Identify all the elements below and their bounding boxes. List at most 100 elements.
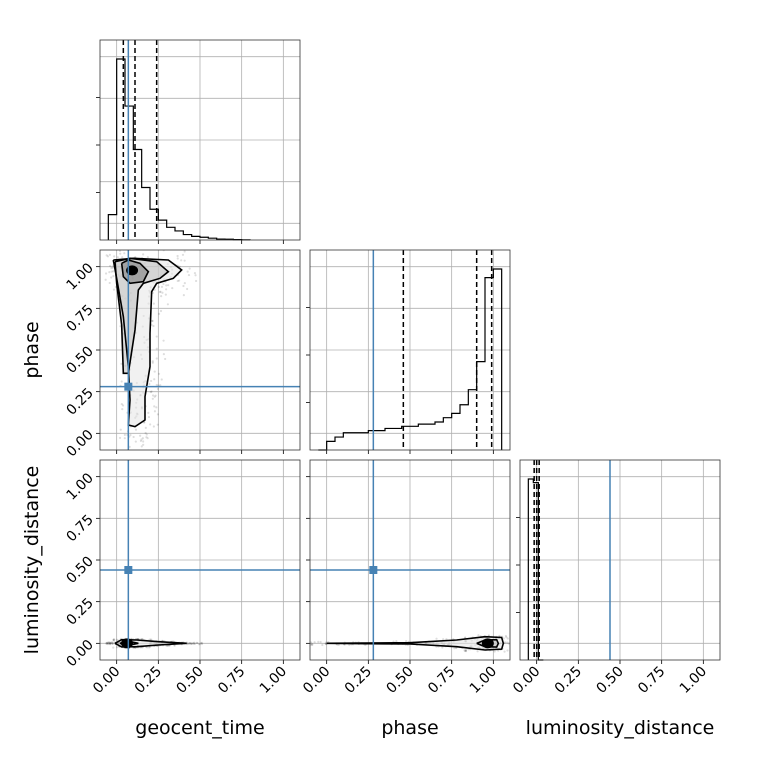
panel-luminosity-distance-vs-phase-sample-point	[498, 634, 501, 637]
panel-phase-vs-geocent-time-sample-point	[153, 395, 156, 398]
panel-phase-vs-geocent-time-sample-point	[134, 428, 138, 431]
panel-luminosity-distance-vs-phase-sample-point	[515, 638, 517, 640]
panel-phase-vs-geocent-time-sample-point	[154, 394, 157, 397]
panel-luminosity-distance-vs-phase-sample-point	[506, 649, 509, 652]
panel-luminosity-distance-vs-phase-sample-point	[464, 650, 468, 653]
panel-luminosity-distance-vs-geocent-time-sample-point	[146, 646, 149, 649]
panel-phase-vs-geocent-time-sample-point	[153, 405, 156, 408]
panel-luminosity-distance-vs-geocent-time-sample-point	[200, 642, 204, 646]
panel-luminosity-distance-vs-geocent-time-sample-point	[108, 641, 111, 644]
panel-phase-vs-geocent-time-sample-point	[145, 436, 148, 439]
panel-phase-vs-geocent-time-sample-point	[142, 440, 145, 443]
panel-phase-vs-geocent-time-sample-point	[108, 281, 111, 285]
panel-phase-vs-geocent-time-sample-point	[152, 302, 155, 305]
panel-phase-vs-geocent-time-sample-point	[165, 284, 168, 287]
panel-luminosity-distance-vs-phase-sample-point	[310, 643, 312, 646]
panel-luminosity-distance-vs-geocent-time-ytick-label-1: 0.25	[63, 595, 96, 628]
panel-phase-vs-geocent-time-sample-point	[160, 285, 164, 288]
panel-luminosity-distance-vs-phase-sample-point	[453, 647, 456, 650]
panel-phase-vs-geocent-time-sample-point	[153, 378, 156, 381]
panel-luminosity-distance-vs-phase-sample-point	[311, 643, 314, 646]
panel-luminosity-distance-vs-geocent-time-sample-point	[107, 641, 110, 644]
panel-phase-vs-geocent-time-sample-point	[152, 425, 155, 428]
panel-phase-vs-geocent-time-sample-point	[112, 275, 115, 278]
panel-phase-vs-geocent-time-sample-point	[167, 284, 170, 287]
panel-phase-vs-geocent-time-sample-point	[111, 266, 115, 269]
panel-phase-vs-geocent-time-sample-point	[118, 250, 122, 252]
panel-luminosity-distance-vs-phase-sample-point	[324, 642, 327, 645]
panel-phase-vs-geocent-time-sample-point	[161, 291, 164, 294]
panel-luminosity-distance-vs-phase-sample-point	[395, 640, 398, 643]
panel-luminosity-distance-vs-geocent-time-sample-point	[111, 641, 114, 644]
panel-phase-vs-geocent-time-sample-point	[110, 276, 113, 279]
panel-phase-vs-geocent-time-sample-point	[194, 279, 198, 283]
panel-phase-vs-geocent-time-sample-point	[106, 255, 110, 258]
panel-luminosity-distance-vs-phase-sample-point	[506, 637, 509, 640]
panel-phase-vs-geocent-time-sample-point	[142, 443, 145, 446]
panel-phase-vs-geocent-time-sample-point	[150, 379, 153, 383]
hist-luminosity-distance-xtick-label-0: 0.00	[510, 664, 543, 697]
panel-luminosity-distance-vs-phase-sample-point	[504, 641, 507, 644]
panel-phase-vs-geocent-time-sample-point	[143, 421, 146, 424]
panel-phase-vs-geocent-time-sample-point	[176, 279, 179, 283]
panel-luminosity-distance-vs-phase-contour-0	[476, 638, 500, 648]
panel-luminosity-distance-vs-phase-sample-point	[511, 650, 513, 652]
panel-phase-vs-geocent-time-sample-point	[104, 272, 108, 275]
panel-luminosity-distance-vs-geocent-time-sample-point	[111, 642, 114, 645]
panel-luminosity-distance-vs-geocent-time-sample-point	[193, 642, 197, 645]
panel-phase-vs-geocent-time-sample-point	[151, 319, 154, 323]
panel-luminosity-distance-vs-geocent-time-sample-point	[112, 638, 116, 641]
panel-phase-vs-geocent-time-sample-point	[177, 244, 179, 246]
panel-luminosity-distance-vs-geocent-time-sample-point	[108, 643, 112, 646]
panel-phase-vs-geocent-time-sample-point	[144, 426, 147, 429]
panel-phase-vs-geocent-time-sample-point	[104, 278, 107, 281]
panel-luminosity-distance-vs-phase-truth-marker	[369, 566, 378, 574]
panel-luminosity-distance-vs-geocent-time-sample-point	[106, 642, 109, 646]
panel-phase-vs-geocent-time-sample-point	[147, 415, 151, 419]
panel-luminosity-distance-vs-phase-sample-point	[503, 650, 506, 653]
panel-phase-vs-geocent-time-sample-point	[182, 294, 185, 297]
panel-luminosity-distance-vs-geocent-time-plot-area	[100, 460, 300, 660]
panel-phase-vs-geocent-time-sample-point	[176, 254, 179, 258]
panel-luminosity-distance-vs-geocent-time-sample-point	[197, 643, 201, 646]
panel-phase-vs-geocent-time-panel: 0.00 0.25 0.50 0.75 1.00	[63, 244, 301, 460]
panel-phase-vs-geocent-time-sample-point	[105, 254, 108, 257]
panel-phase-vs-geocent-time-sample-point	[112, 270, 115, 273]
panel-luminosity-distance-vs-phase-sample-point	[512, 650, 514, 652]
panel-phase-vs-geocent-time-sample-point	[113, 255, 116, 258]
panel-phase-vs-geocent-time-sample-point	[194, 274, 197, 277]
panel-phase-vs-geocent-time-sample-point	[145, 433, 148, 436]
panel-phase-vs-geocent-time-sample-point	[121, 256, 124, 259]
panel-luminosity-distance-vs-geocent-time-sample-point	[112, 638, 115, 642]
panel-luminosity-distance-vs-geocent-time-sample-point	[189, 641, 192, 645]
panel-luminosity-distance-vs-phase-sample-point	[321, 643, 324, 647]
panel-phase-vs-geocent-time-sample-point	[119, 428, 122, 431]
panel-luminosity-distance-vs-geocent-time-sample-point	[193, 641, 196, 644]
panel-luminosity-distance-vs-phase-sample-point	[317, 640, 320, 643]
panel-luminosity-distance-vs-phase-sample-point	[445, 638, 448, 641]
hist-luminosity-distance-frame	[519, 459, 721, 661]
panel-phase-vs-geocent-time-sample-point	[186, 287, 189, 291]
panel-phase-vs-geocent-time-sample-point	[148, 382, 151, 386]
panel-luminosity-distance-vs-phase-sample-point	[507, 642, 510, 645]
panel-phase-vs-geocent-time-sample-point	[183, 282, 186, 285]
panel-phase-vs-geocent-time-sample-point	[188, 267, 191, 270]
panel-luminosity-distance-vs-geocent-time-sample-point	[196, 641, 199, 645]
panel-luminosity-distance-vs-geocent-time-panel: 0.00 0.25 0.50 0.75 1.000.000.250.500.751.00	[63, 459, 301, 697]
panel-luminosity-distance-vs-geocent-time-contour-0	[119, 640, 139, 647]
panel-luminosity-distance-vs-geocent-time-ytick-label-2: 0.50	[63, 554, 96, 587]
panel-luminosity-distance-vs-phase-sample-point	[512, 635, 514, 637]
panel-phase-vs-geocent-time-sample-point	[186, 270, 189, 273]
panel-phase-vs-geocent-time-plot-area	[100, 244, 300, 450]
panel-phase-vs-geocent-time-sample-point	[115, 245, 117, 247]
panel-phase-vs-geocent-time-sample-point	[160, 378, 163, 381]
panel-phase-vs-geocent-time-sample-point	[166, 303, 169, 306]
panel-luminosity-distance-vs-geocent-time-sample-point	[200, 641, 204, 644]
panel-phase-vs-geocent-time-sample-point	[159, 384, 162, 387]
panel-luminosity-distance-vs-phase-panel: 0.00 0.25 0.50 0.75 1.00	[300, 459, 517, 697]
panel-phase-vs-geocent-time-sample-point	[156, 387, 160, 390]
panel-phase-vs-geocent-time-sample-point	[140, 445, 143, 448]
panel-phase-vs-geocent-time-sample-point	[183, 259, 186, 262]
panel-luminosity-distance-vs-phase-sample-point	[502, 637, 505, 640]
